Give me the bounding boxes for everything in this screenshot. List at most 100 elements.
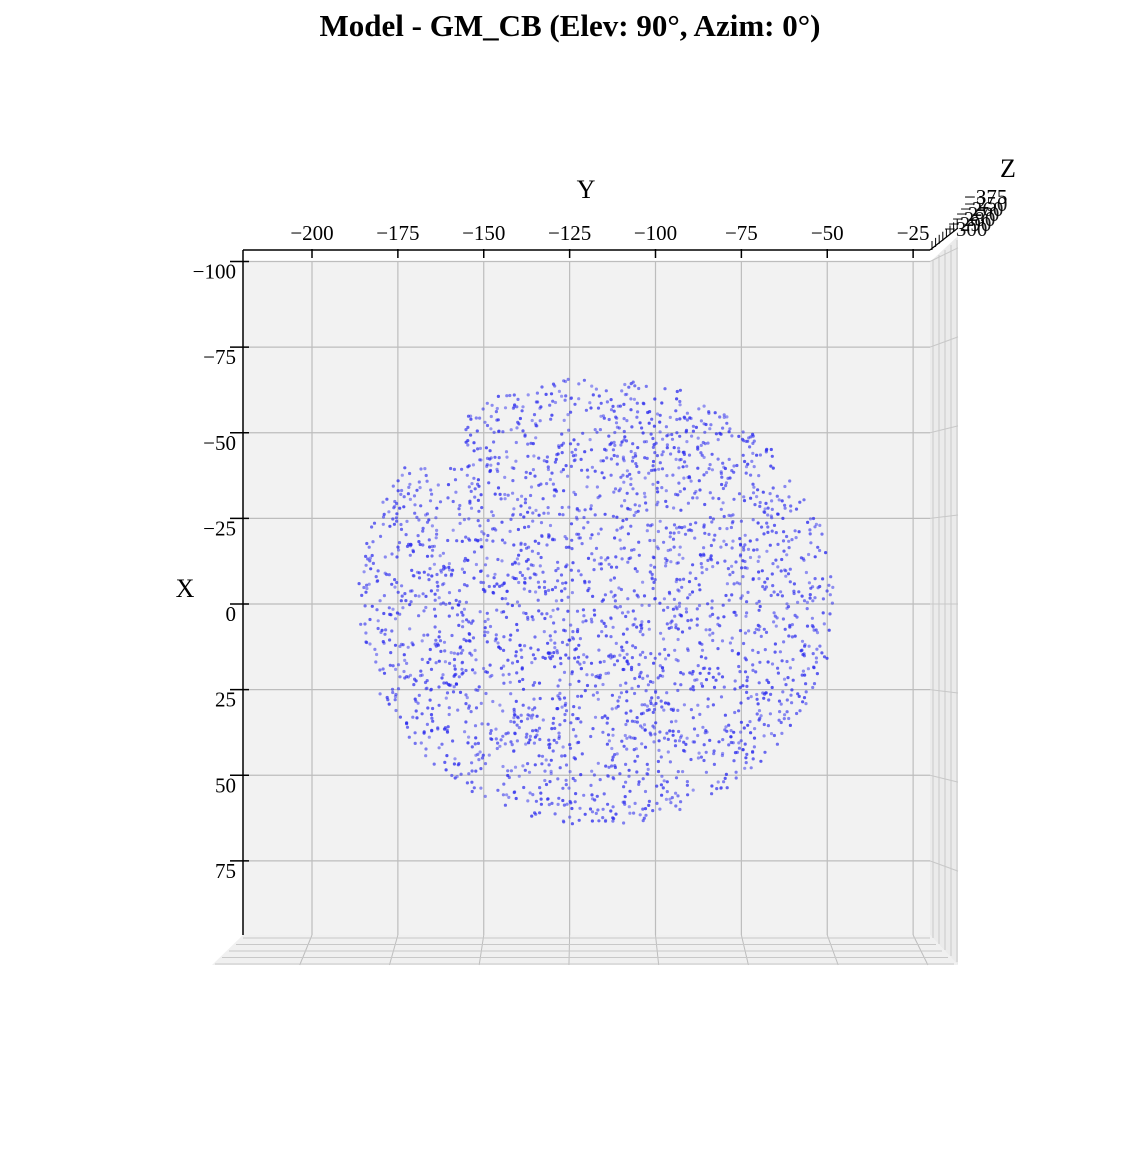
data-point bbox=[745, 675, 750, 679]
data-point bbox=[515, 723, 519, 727]
data-point bbox=[533, 635, 537, 639]
data-point bbox=[738, 629, 743, 633]
data-point bbox=[577, 532, 581, 536]
data-point bbox=[656, 547, 660, 551]
data-point bbox=[574, 734, 578, 738]
data-point bbox=[606, 774, 610, 778]
data-point bbox=[611, 816, 615, 820]
data-point bbox=[593, 798, 597, 802]
data-point bbox=[708, 667, 712, 671]
data-point bbox=[542, 630, 546, 634]
side-grid-line bbox=[929, 774, 959, 783]
data-point bbox=[467, 517, 471, 521]
data-point bbox=[652, 580, 656, 585]
data-point bbox=[681, 465, 685, 469]
data-point bbox=[633, 451, 637, 456]
data-point bbox=[718, 624, 722, 628]
data-point bbox=[406, 675, 410, 679]
data-point bbox=[637, 553, 641, 557]
data-point bbox=[781, 690, 785, 694]
data-point bbox=[365, 586, 369, 591]
data-point bbox=[719, 470, 723, 474]
data-point bbox=[765, 521, 769, 525]
data-point bbox=[679, 735, 683, 740]
data-point bbox=[483, 630, 487, 634]
data-point bbox=[528, 576, 532, 580]
data-point bbox=[581, 431, 585, 435]
data-point bbox=[452, 651, 456, 655]
data-point bbox=[419, 467, 423, 471]
data-point bbox=[422, 570, 426, 574]
y-tick-label: −75 bbox=[725, 221, 758, 245]
data-point bbox=[641, 650, 645, 654]
data-point bbox=[368, 556, 372, 560]
data-point bbox=[382, 671, 387, 675]
data-point bbox=[769, 692, 773, 697]
data-point bbox=[667, 590, 672, 595]
data-point bbox=[473, 671, 477, 675]
data-point bbox=[743, 459, 747, 464]
data-point bbox=[658, 664, 662, 668]
data-point bbox=[792, 591, 796, 596]
data-point bbox=[680, 585, 684, 589]
data-point bbox=[513, 560, 517, 564]
data-point bbox=[805, 607, 809, 611]
data-point bbox=[766, 724, 771, 728]
data-point bbox=[451, 690, 456, 694]
data-point bbox=[413, 503, 417, 507]
data-point bbox=[591, 594, 595, 599]
data-point bbox=[367, 582, 371, 586]
data-point bbox=[635, 492, 639, 496]
data-point bbox=[763, 587, 767, 591]
data-point bbox=[811, 685, 815, 690]
data-point bbox=[520, 409, 524, 413]
data-point bbox=[543, 616, 547, 621]
data-point bbox=[660, 453, 664, 457]
data-point bbox=[611, 404, 615, 408]
data-point bbox=[368, 617, 372, 622]
data-point bbox=[564, 653, 568, 657]
data-point bbox=[653, 397, 657, 401]
data-point bbox=[510, 743, 514, 747]
data-point bbox=[503, 492, 507, 497]
data-point bbox=[667, 653, 671, 657]
data-point bbox=[590, 673, 594, 677]
data-point bbox=[773, 642, 778, 646]
data-point bbox=[445, 691, 450, 695]
data-point bbox=[739, 701, 743, 705]
data-point bbox=[486, 617, 490, 621]
data-point bbox=[619, 443, 623, 447]
data-point bbox=[465, 558, 470, 562]
data-point bbox=[503, 475, 507, 479]
data-point bbox=[403, 466, 407, 470]
data-point bbox=[417, 540, 421, 544]
data-point bbox=[689, 757, 693, 762]
data-point bbox=[723, 559, 727, 563]
data-point bbox=[753, 727, 757, 731]
data-point bbox=[636, 410, 640, 414]
data-point bbox=[618, 653, 622, 657]
data-point bbox=[391, 484, 395, 488]
data-point bbox=[405, 725, 410, 729]
data-point bbox=[433, 625, 437, 629]
data-point bbox=[770, 516, 774, 520]
data-point bbox=[398, 715, 402, 719]
data-point bbox=[483, 633, 487, 638]
data-point bbox=[706, 602, 710, 606]
data-point bbox=[393, 617, 398, 621]
data-point bbox=[592, 568, 596, 572]
data-point bbox=[675, 561, 679, 565]
data-point bbox=[406, 492, 410, 496]
data-point bbox=[464, 428, 468, 432]
data-point bbox=[537, 456, 541, 460]
data-point bbox=[560, 589, 564, 593]
data-point bbox=[582, 653, 586, 657]
data-point bbox=[576, 442, 580, 446]
data-point bbox=[573, 800, 577, 804]
data-point bbox=[481, 407, 485, 411]
data-point bbox=[725, 582, 730, 586]
data-point bbox=[533, 706, 537, 710]
data-point bbox=[546, 641, 550, 645]
data-point bbox=[754, 670, 758, 674]
data-point bbox=[514, 577, 518, 581]
